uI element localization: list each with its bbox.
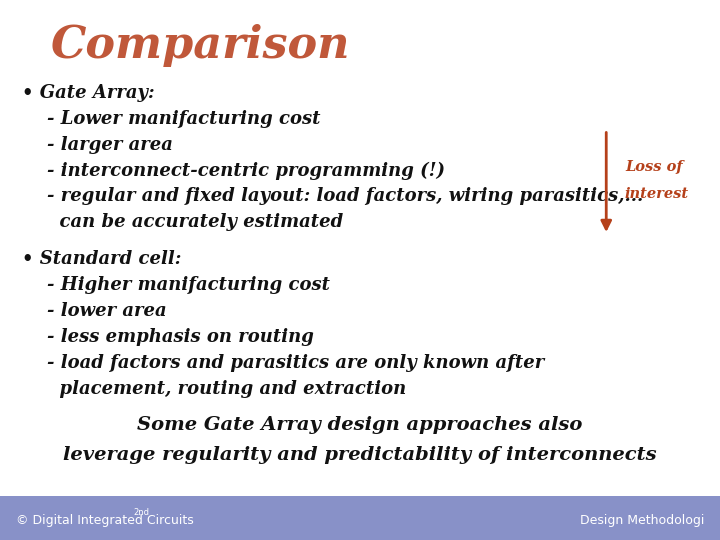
Text: leverage regularity and predictability of interconnects: leverage regularity and predictability o… [63,446,657,464]
Text: interest: interest [625,187,689,201]
Text: - less emphasis on routing: - less emphasis on routing [22,328,313,346]
Text: • Gate Array:: • Gate Array: [22,84,154,102]
Text: • Standard cell:: • Standard cell: [22,250,181,268]
Text: Design Methodologi: Design Methodologi [580,514,704,526]
Text: can be accurately estimated: can be accurately estimated [22,213,343,231]
Text: Some Gate Array design approaches also: Some Gate Array design approaches also [138,416,582,434]
Bar [0,496,720,540]
Text: © Digital Integrated Circuits: © Digital Integrated Circuits [16,514,194,526]
Text: - larger area: - larger area [22,136,173,153]
Text: 2nd: 2nd [133,508,149,517]
Text: - Higher manifacturing cost: - Higher manifacturing cost [22,276,330,294]
Text: placement, routing and extraction: placement, routing and extraction [22,380,406,397]
Text: Loss of: Loss of [625,160,683,174]
Text: Comparison: Comparison [50,24,350,68]
Text: - interconnect-centric programming (!): - interconnect-centric programming (!) [22,161,445,180]
Text: - lower area: - lower area [22,302,166,320]
Text: - load factors and parasitics are only known after: - load factors and parasitics are only k… [22,354,544,372]
Text: - regular and fixed layout: load factors, wiring parasitics,...: - regular and fixed layout: load factors… [22,187,643,205]
Text: - Lower manifacturing cost: - Lower manifacturing cost [22,110,320,127]
